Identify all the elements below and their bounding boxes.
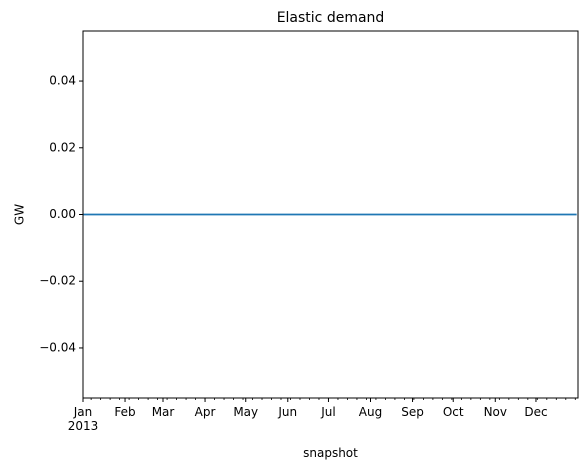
- x-tick-sublabel: 2013: [68, 419, 99, 433]
- plot-frame: [82, 30, 579, 399]
- y-tick-label: 0.02: [49, 140, 76, 154]
- chart-title: Elastic demand: [277, 10, 385, 26]
- y-tick-label: −0.04: [39, 340, 76, 354]
- x-tick-label: Apr: [195, 405, 216, 419]
- x-tick-label: Sep: [401, 405, 424, 419]
- x-tick-label: Mar: [152, 405, 175, 419]
- x-axis-label: snapshot: [303, 446, 358, 460]
- x-tick-label: Jan: [73, 405, 93, 419]
- x-tick-label: Aug: [359, 405, 382, 419]
- y-tick-label: −0.02: [39, 274, 76, 288]
- y-axis-label: GW: [13, 204, 27, 225]
- x-tick-label: Dec: [524, 405, 547, 419]
- x-tick-label: Jun: [277, 405, 297, 419]
- y-tick-label: 0.04: [49, 74, 76, 88]
- x-tick-label: May: [233, 405, 258, 419]
- x-tick-label: Oct: [443, 405, 464, 419]
- x-tick-label: Nov: [484, 405, 507, 419]
- x-tick-label: Jul: [320, 405, 335, 419]
- x-tick-label: Feb: [114, 405, 135, 419]
- y-tick-label: 0.00: [49, 207, 76, 221]
- y-axis-ticks: −0.04 −0.02 0.00 0.02 0.04: [39, 74, 83, 354]
